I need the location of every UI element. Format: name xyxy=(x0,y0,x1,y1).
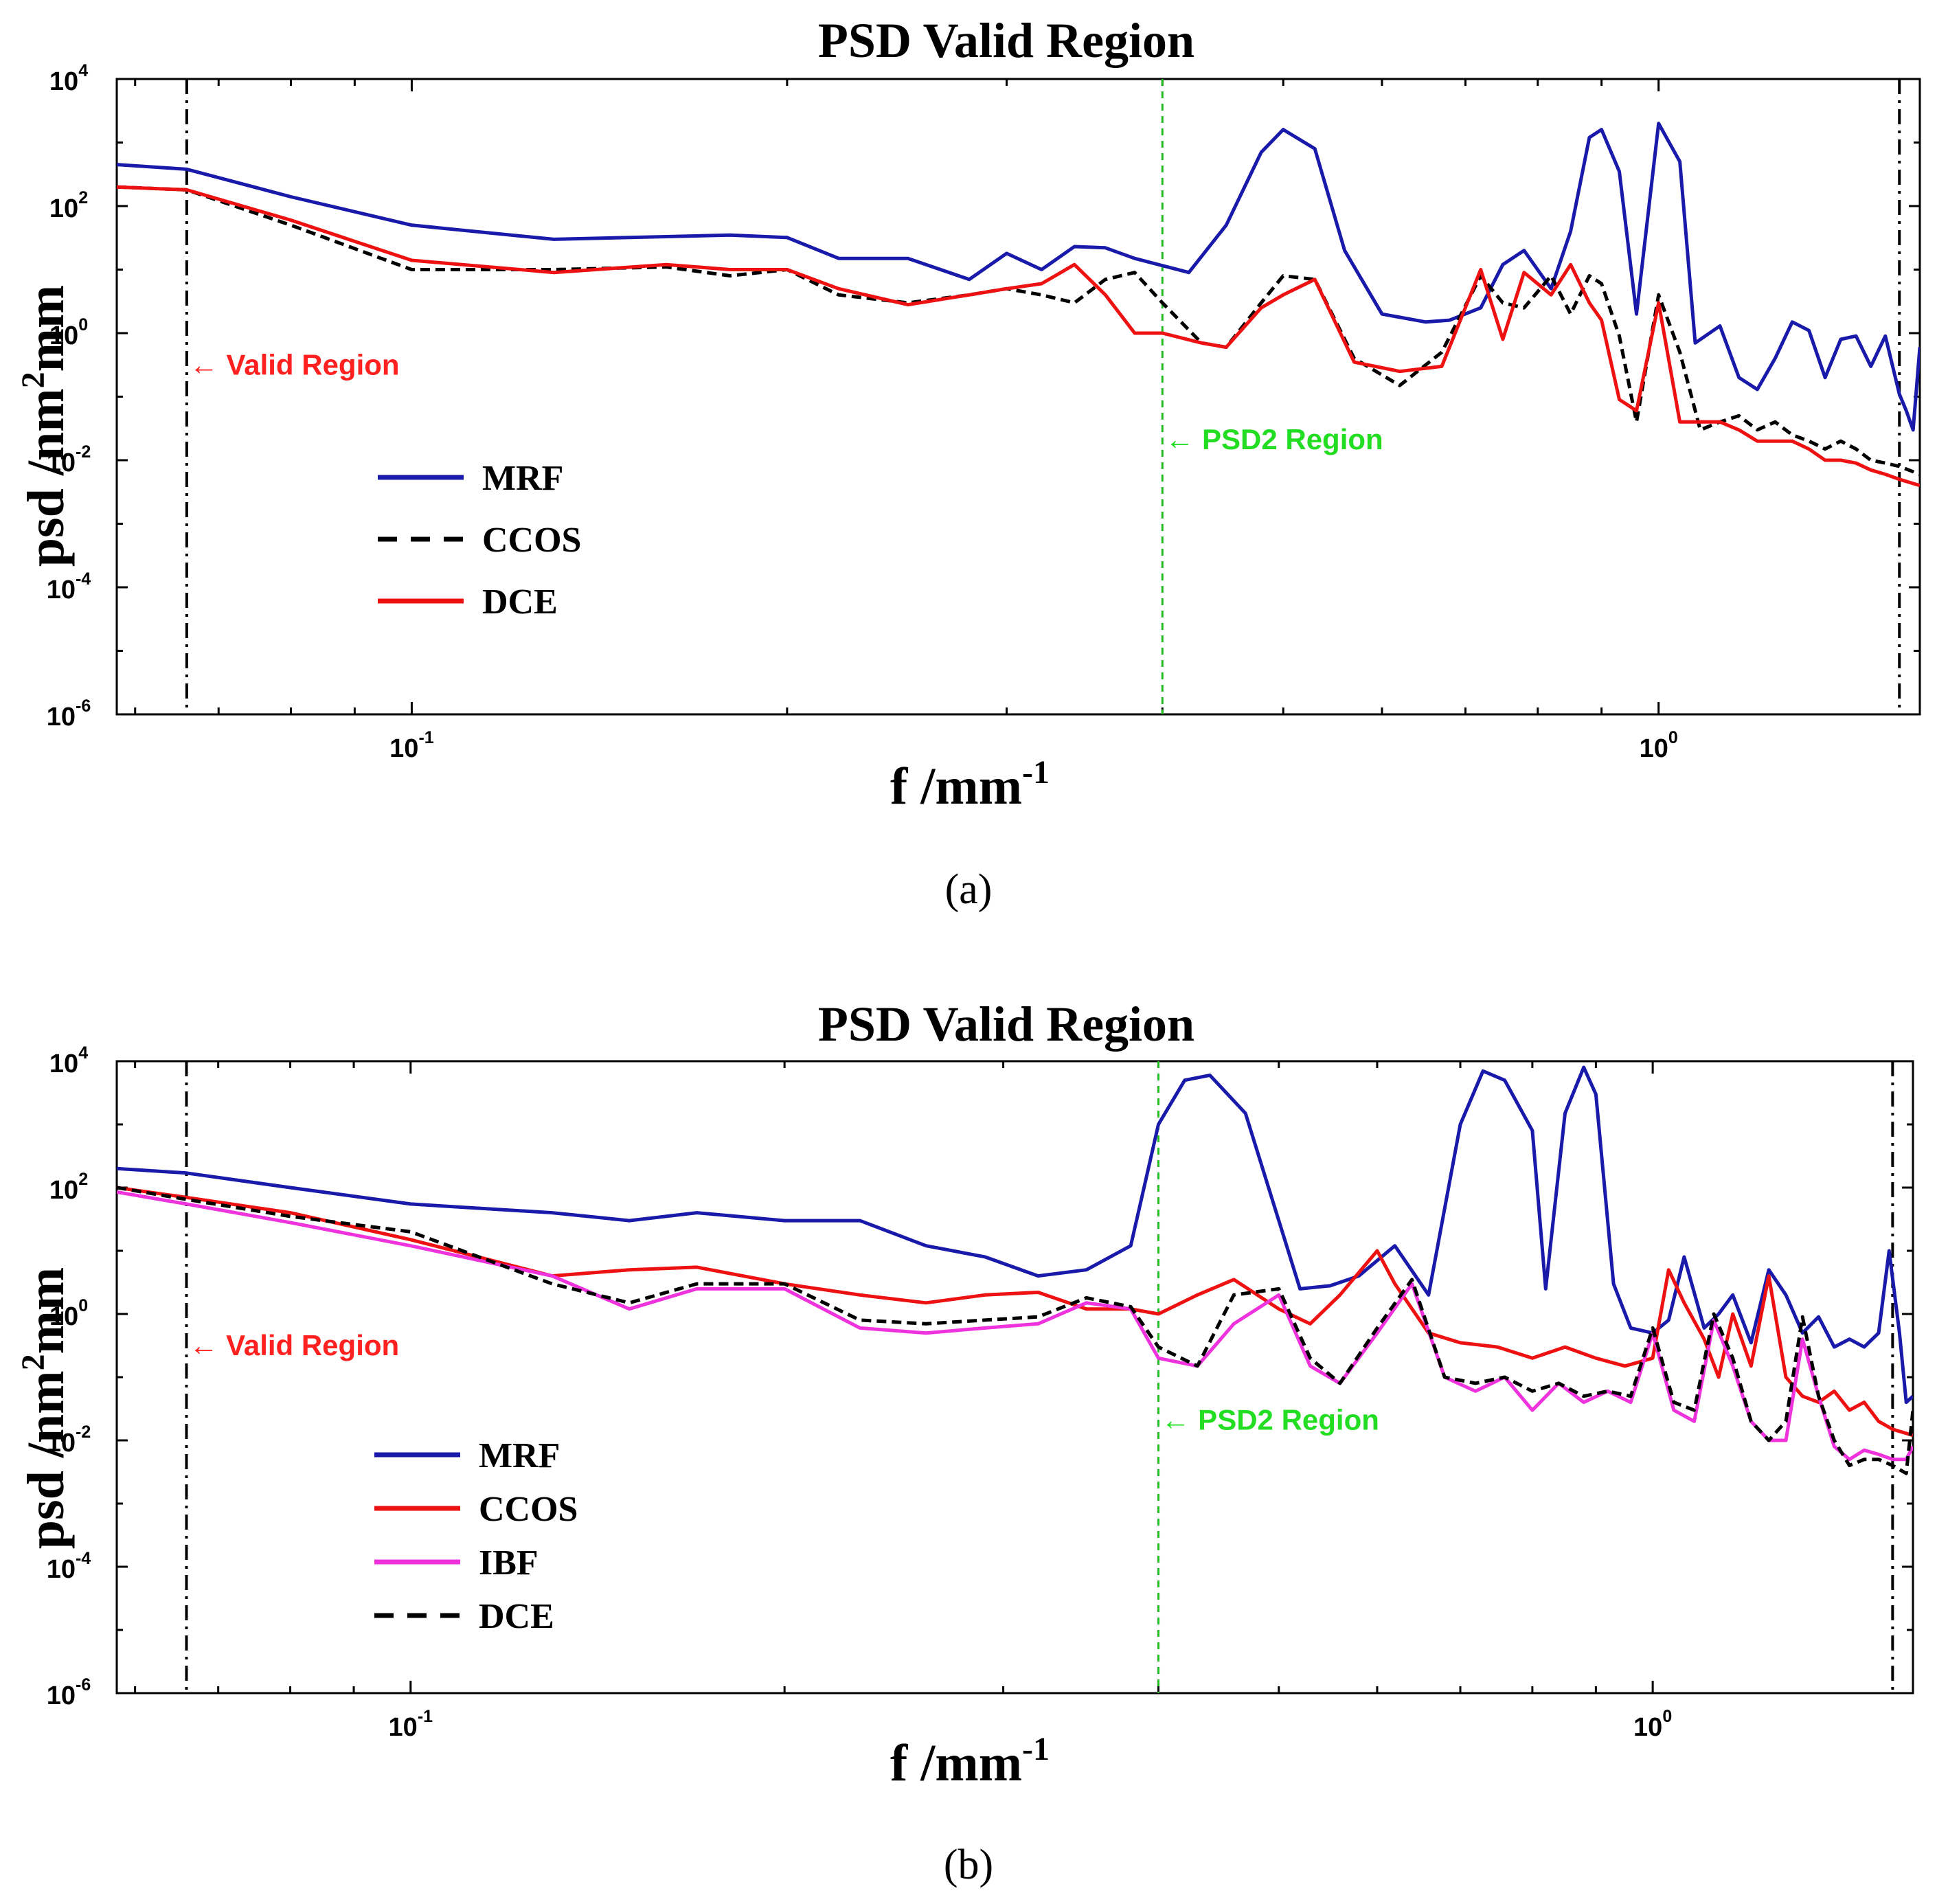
y-tick-label: 10-4 xyxy=(47,1549,91,1584)
y-tick-label: 10-2 xyxy=(47,1423,91,1458)
x-axis-label: f /mm-1 xyxy=(890,754,1050,815)
series-line-ibf xyxy=(117,1190,1913,1462)
y-axis-ticks: 104 102 100 10-2 10-4 10-6 xyxy=(47,61,1920,732)
plot-frame xyxy=(115,78,1921,716)
x-axis-label: f /mm-1 xyxy=(890,1731,1050,1792)
legend-label: MRF xyxy=(482,459,563,498)
panel-caption: (a) xyxy=(945,866,993,913)
y-tick-label: 10-4 xyxy=(47,569,91,604)
legend-label: CCOS xyxy=(479,1490,578,1529)
y-tick-label: 104 xyxy=(49,1043,88,1078)
series-line-dce xyxy=(117,1186,1913,1475)
svg-text:f /mm-1: f /mm-1 xyxy=(890,754,1050,815)
panel-b: PSD Valid Region psd /nm2mm f /mm-1 1041… xyxy=(15,997,1914,1888)
x-tick-label: 100 xyxy=(1640,728,1678,763)
y-tick-label: 10-6 xyxy=(47,1675,91,1710)
series-line-ccos xyxy=(117,185,1920,476)
y-tick-label: 10-2 xyxy=(47,442,91,477)
legend-label: DCE xyxy=(479,1597,554,1636)
region-annotation: ← Valid Region xyxy=(190,348,400,381)
legend-label: MRF xyxy=(479,1436,560,1475)
region-annotation: ← PSD2 Region xyxy=(1165,423,1383,455)
panel-a: PSD Valid Region psd /nm2mm f /mm-1 1041… xyxy=(15,13,1921,913)
x-tick-label: 100 xyxy=(1633,1707,1672,1742)
legend: MRF CCOS DCE xyxy=(378,459,581,622)
plot-frame xyxy=(115,1060,1914,1695)
svg-text:psd /nm2mm: psd /nm2mm xyxy=(15,1267,75,1549)
series-line-mrf xyxy=(117,1065,1913,1405)
y-axis-label: psd /nm2mm xyxy=(15,1267,75,1549)
y-tick-label: 100 xyxy=(49,1296,88,1331)
region-annotation: ← Valid Region xyxy=(189,1329,399,1361)
legend-label: CCOS xyxy=(482,521,581,560)
svg-text:f /mm-1: f /mm-1 xyxy=(890,1731,1050,1792)
y-axis-label: psd /nm2mm xyxy=(15,285,75,567)
x-tick-label: 10-1 xyxy=(389,728,434,763)
y-tick-label: 102 xyxy=(49,188,88,223)
series-line-ccos xyxy=(117,1186,1913,1438)
chart-title: PSD Valid Region xyxy=(818,13,1194,68)
series-line-mrf xyxy=(117,122,1920,432)
y-tick-label: 100 xyxy=(49,315,88,350)
y-tick-label: 10-6 xyxy=(47,696,91,732)
legend-label: DCE xyxy=(482,582,558,622)
y-tick-label: 102 xyxy=(49,1170,88,1205)
series-group xyxy=(117,1065,1913,1475)
series-line-dce xyxy=(117,185,1920,488)
legend-label: IBF xyxy=(479,1543,539,1583)
chart-title: PSD Valid Region xyxy=(818,997,1194,1052)
panel-caption: (b) xyxy=(944,1841,993,1888)
series-group xyxy=(117,122,1920,488)
y-axis-ticks: 104 102 100 10-2 10-4 10-6 xyxy=(47,1043,1913,1710)
y-tick-label: 104 xyxy=(49,61,88,96)
svg-text:psd /nm2mm: psd /nm2mm xyxy=(15,285,75,567)
x-tick-label: 10-1 xyxy=(389,1707,433,1742)
region-annotation: ← PSD2 Region xyxy=(1162,1403,1379,1436)
x-axis-ticks: 10-1 100 xyxy=(134,1061,1672,1742)
x-axis-ticks: 10-1 100 xyxy=(134,79,1678,763)
legend: MRF CCOS IBF DCE xyxy=(374,1436,578,1636)
